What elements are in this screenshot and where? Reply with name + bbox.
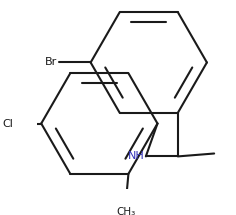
Text: NH: NH [128, 151, 144, 161]
Text: Cl: Cl [3, 118, 14, 129]
Text: CH₃: CH₃ [116, 207, 135, 215]
Text: Br: Br [45, 57, 57, 68]
